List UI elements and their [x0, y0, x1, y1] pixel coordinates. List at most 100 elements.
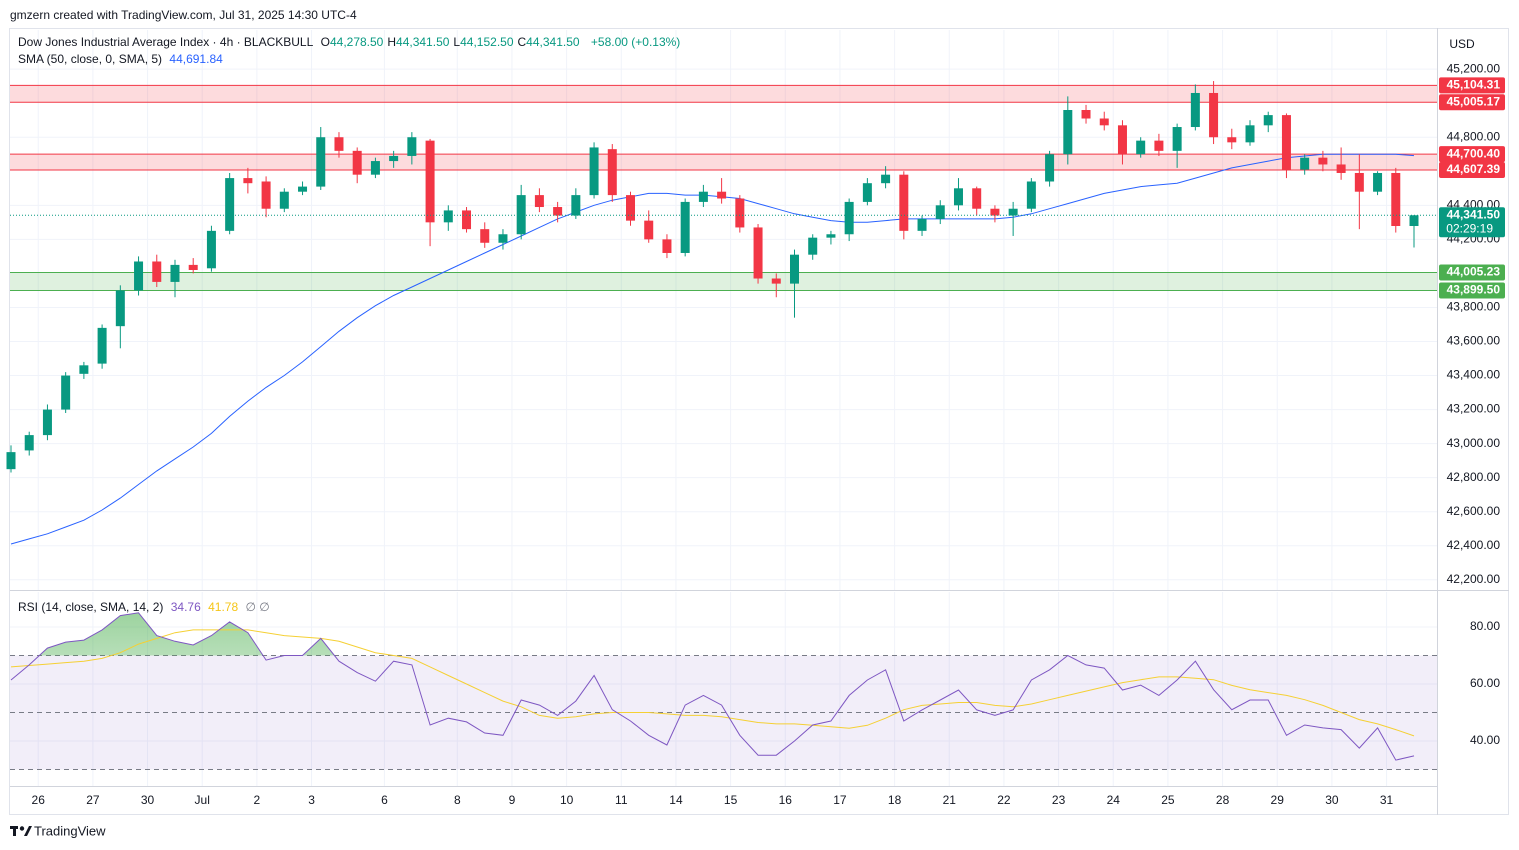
candle-body — [334, 137, 344, 151]
brand-logo — [10, 826, 32, 836]
x-tick-label: 14 — [669, 793, 683, 807]
candle-body — [407, 137, 417, 156]
candle-body — [1336, 164, 1346, 173]
x-tick-label: 28 — [1216, 793, 1230, 807]
rsi-legend: RSI (14, close, SMA, 14, 2) 34.76 41.78 … — [18, 600, 274, 614]
candle-body — [662, 239, 672, 253]
candle-body — [808, 237, 818, 255]
y-tick-label: 43,800.00 — [1447, 300, 1501, 314]
candle-body — [1008, 208, 1018, 216]
price-label: 45,005.17 — [1447, 94, 1501, 108]
x-tick-label: 29 — [1271, 793, 1285, 807]
candle-body — [1263, 115, 1273, 126]
y-tick-label: 42,200.00 — [1447, 572, 1501, 586]
candle-body — [1190, 92, 1200, 128]
ohlc-value: 44,341.50 — [396, 35, 450, 49]
candle-body — [717, 191, 727, 199]
candle-body — [1172, 127, 1182, 151]
zone — [10, 85, 1437, 103]
candle-body — [1354, 172, 1364, 192]
candle-body — [1136, 140, 1146, 155]
candle-body — [899, 174, 909, 231]
candle-body — [42, 409, 52, 436]
candle-body — [61, 375, 71, 410]
candle-body — [134, 261, 144, 291]
x-tick-label: 17 — [833, 793, 847, 807]
y-tick-label: 42,800.00 — [1447, 470, 1501, 484]
candle-body — [771, 278, 781, 284]
price-label-bg — [1439, 162, 1505, 179]
x-tick-label: 11 — [615, 793, 628, 807]
rsi-extra: ∅ ∅ — [245, 600, 270, 614]
candle-body — [881, 174, 891, 184]
y-tick-label: 43,400.00 — [1447, 368, 1501, 382]
candle-body — [79, 365, 89, 374]
x-tick-label: 21 — [943, 793, 957, 807]
x-tick-label: 16 — [779, 793, 793, 807]
candle-body — [607, 149, 617, 196]
candle-body — [844, 201, 854, 235]
x-tick-label: 18 — [888, 793, 902, 807]
zone — [10, 154, 1437, 171]
ohlc-value: 44,341.50 — [526, 35, 580, 49]
price-label: 45,104.31 — [1447, 78, 1501, 92]
x-tick-label: 23 — [1052, 793, 1066, 807]
ohlc-value: 44,278.50 — [329, 35, 384, 49]
y-tick-label: 42,600.00 — [1447, 504, 1501, 518]
y-tick-label: 44,800.00 — [1447, 129, 1501, 143]
candle-body — [1281, 115, 1291, 170]
x-tick-label: 30 — [1325, 793, 1339, 807]
price-label-bg — [1439, 77, 1505, 94]
ohlc-key: L — [453, 35, 461, 49]
candle-body — [1373, 172, 1383, 192]
candle-body — [516, 195, 526, 235]
zone — [10, 272, 1437, 291]
candle-body — [1391, 172, 1401, 226]
countdown: 02:29:19 — [1446, 221, 1493, 235]
last-price-label: 44,341.50 — [1447, 207, 1501, 221]
candle-body — [862, 183, 872, 202]
y-tick-label: 45,200.00 — [1447, 61, 1501, 75]
price-label-bg — [1439, 94, 1505, 111]
x-tick-label: 2 — [254, 793, 261, 807]
candle-body — [352, 150, 362, 175]
candle-body — [571, 195, 581, 216]
x-tick-label: 6 — [381, 793, 388, 807]
candle-body — [935, 205, 945, 219]
candle-body — [443, 210, 453, 223]
x-tick-label: 3 — [308, 793, 315, 807]
y-tick-label: 60.00 — [1470, 676, 1500, 690]
candle-body — [1081, 110, 1091, 119]
candle-body — [589, 147, 599, 196]
candle-body — [534, 195, 544, 208]
candle-body — [225, 178, 235, 231]
x-tick-label: 25 — [1161, 793, 1175, 807]
x-tick-label: 15 — [724, 793, 738, 807]
candle-body — [498, 234, 508, 243]
price-legend: Dow Jones Industrial Average Index · 4h … — [18, 35, 684, 49]
candle-body — [1154, 140, 1164, 151]
sma-legend: SMA (50, close, 0, SMA, 5) 44,691.84 — [18, 52, 227, 66]
y-tick-label: 80.00 — [1470, 619, 1500, 633]
sma-value: 44,691.84 — [169, 52, 223, 66]
price-label-bg — [1439, 146, 1505, 163]
y-tick-label: 40.00 — [1470, 733, 1500, 747]
last-price-bg — [1439, 207, 1505, 238]
symbol: Dow Jones Industrial Average Index · 4h … — [18, 35, 314, 49]
candle-body — [553, 207, 563, 216]
candle-body — [188, 264, 198, 270]
candle-body — [1300, 157, 1310, 170]
candle-body — [698, 191, 708, 202]
x-tick-label: 26 — [32, 793, 46, 807]
candle-body — [389, 155, 399, 162]
price-label: 44,607.39 — [1447, 162, 1501, 176]
price-label: 43,899.50 — [1447, 283, 1501, 297]
ohlc-key: C — [517, 35, 527, 49]
overbought-fill-group — [11, 612, 1414, 656]
candle-body — [6, 452, 16, 470]
y-tick-label: 43,600.00 — [1447, 334, 1501, 348]
currency: USD — [1449, 37, 1475, 51]
candle-body — [626, 195, 636, 221]
candle-body — [1245, 125, 1255, 143]
